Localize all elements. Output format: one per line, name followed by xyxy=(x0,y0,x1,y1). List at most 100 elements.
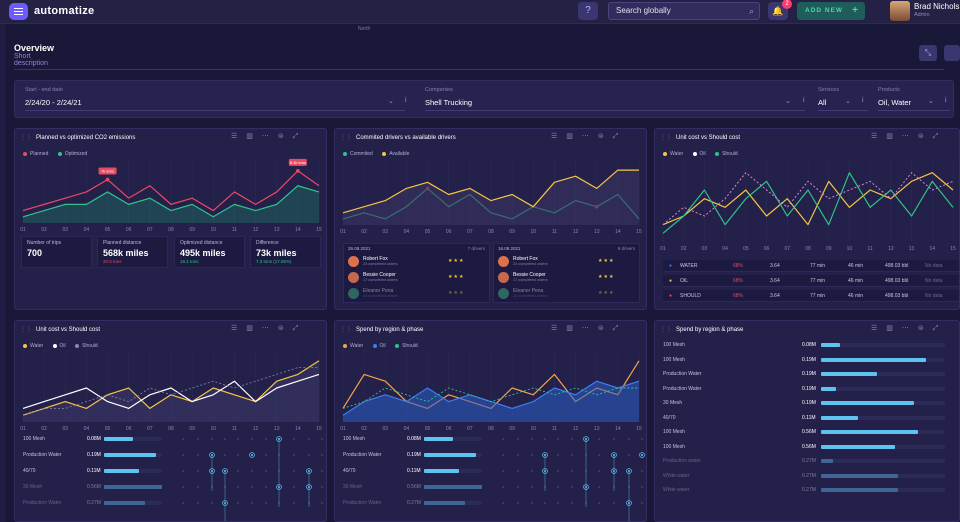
list-item[interactable]: Bessie Cooper 17 completed orders ★★★ xyxy=(348,271,487,286)
bar-track[interactable] xyxy=(424,485,482,489)
indicator-dot xyxy=(293,438,295,440)
header-divider xyxy=(14,69,944,70)
legend-item-optimized[interactable]: Optimized xyxy=(57,151,87,157)
notification-bell-icon[interactable]: 🔔 2 xyxy=(768,0,792,20)
bar-track[interactable] xyxy=(821,372,945,376)
bar-track[interactable] xyxy=(104,485,162,489)
kpi-card: Planned distance 568k miles 20.5 tons xyxy=(97,236,168,268)
legend-item-water[interactable]: Water xyxy=(23,343,43,349)
legend-item-oil[interactable]: Oil xyxy=(372,343,386,349)
drag-handle-icon[interactable]: ⋮⋮ xyxy=(660,135,672,141)
chart-legend: Water Oil Should xyxy=(663,151,746,157)
legend-item-oil[interactable]: Oil xyxy=(692,151,706,157)
bar-track[interactable] xyxy=(821,444,945,449)
series-line-should xyxy=(22,367,319,416)
menu-icon[interactable] xyxy=(9,3,28,20)
more-button[interactable] xyxy=(944,45,960,61)
bar-track[interactable] xyxy=(821,415,945,420)
bar-track[interactable] xyxy=(424,501,482,505)
legend-label: Water xyxy=(350,343,364,349)
table-row[interactable]: ● SHOULD 68% 3.64 77 min 46 min 498.03 bbl No d… xyxy=(663,290,959,302)
x-tick-label: 08 xyxy=(488,426,494,432)
bar-track[interactable] xyxy=(821,430,945,434)
card-count: 9 drivers xyxy=(617,246,635,251)
line-chart: 01 02 03 04 05 06 07 08 09 10 11 12 13 14 15 xyxy=(660,159,956,252)
date-filter-underline xyxy=(25,110,405,111)
cell: 3.64 xyxy=(770,293,780,299)
list-item[interactable]: Eleanor Pena 14 completed orders ★★★ xyxy=(348,287,487,302)
bar-track[interactable] xyxy=(104,453,162,457)
bar-track[interactable] xyxy=(424,469,482,473)
bar-track[interactable] xyxy=(424,453,482,457)
avatar xyxy=(498,256,509,267)
panel-toolbar[interactable]: ☰▥⋯⊜⤢ xyxy=(871,133,948,140)
panel-toolbar[interactable]: ☰▥⋯⊜⤢ xyxy=(551,133,628,140)
table-row[interactable]: ● OIL 68% 3.64 77 min 46 min 498.03 bbl No data xyxy=(663,275,959,287)
data-point xyxy=(105,177,110,182)
legend-item-commited[interactable]: Commited xyxy=(343,151,373,157)
bar-label: 100 Mesh xyxy=(663,356,685,363)
bar-track[interactable] xyxy=(104,501,162,505)
indicator-dot xyxy=(237,486,239,488)
help-icon[interactable]: ? xyxy=(578,2,598,20)
list-item[interactable]: Robert Fox 24 completed orders ★★★ xyxy=(348,255,487,270)
row-dot-icon: ● xyxy=(669,263,673,269)
legend-item-oil[interactable]: Oil xyxy=(52,343,66,349)
indicator-dot xyxy=(265,454,267,456)
x-tick-label: 10 xyxy=(847,246,853,252)
add-new-button[interactable]: ADD NEW + xyxy=(797,2,865,20)
panel-toolbar[interactable]: ☰▥⋯⊜⤢ xyxy=(231,133,308,140)
list-item[interactable]: Bessie Cooper 17 completed orders ★★★ xyxy=(498,271,637,286)
drag-handle-icon[interactable]: ⋮⋮ xyxy=(660,327,672,333)
x-tick-label: 04 xyxy=(722,246,728,252)
panel-toolbar[interactable]: ☰▥⋯⊜⤢ xyxy=(871,325,948,332)
date-filter-label: Start - end date xyxy=(25,87,63,93)
bar-track[interactable] xyxy=(821,473,945,478)
indicator-dot xyxy=(598,502,600,504)
collapse-icon[interactable]: ⤡ xyxy=(919,45,937,61)
bar-track[interactable] xyxy=(821,401,945,405)
legend-item-should[interactable]: Should xyxy=(75,343,98,349)
table-row[interactable]: ● WATER 68% 3.64 77 min 46 min 498.03 bbl No da… xyxy=(663,260,959,272)
search-input[interactable]: Search globally ⌕ xyxy=(608,2,760,20)
bar-track[interactable] xyxy=(821,357,945,362)
legend-item-should[interactable]: Should xyxy=(715,151,738,157)
x-tick-label: 01 xyxy=(340,426,346,432)
bar-fill xyxy=(821,357,927,362)
add-new-label: ADD NEW xyxy=(805,7,844,14)
rating-stars-icon: ★★★ xyxy=(448,258,465,264)
drag-handle-icon[interactable]: ⋮⋮ xyxy=(20,327,32,333)
avatar[interactable] xyxy=(890,1,910,21)
bar-track[interactable] xyxy=(821,459,945,463)
panel-toolbar[interactable]: ☰▥⋯⊜⤢ xyxy=(231,325,308,332)
bar-track[interactable] xyxy=(821,343,945,347)
indicator-dot xyxy=(598,438,600,440)
drag-handle-icon[interactable]: ⋮⋮ xyxy=(20,135,32,141)
legend-item-available[interactable]: Available xyxy=(382,151,409,157)
legend-item-should[interactable]: Should xyxy=(395,343,418,349)
panel-toolbar[interactable]: ☰▥⋯⊜⤢ xyxy=(551,325,628,332)
drag-handle-icon[interactable]: ⋮⋮ xyxy=(340,327,352,333)
bar-track[interactable] xyxy=(424,437,482,441)
x-tick-label: 02 xyxy=(681,246,687,252)
bar-fill xyxy=(424,501,465,505)
list-item[interactable]: Robert Fox 24 completed orders ★★★ xyxy=(498,255,637,270)
x-tick-label: 11 xyxy=(552,229,557,235)
legend-item-water[interactable]: Water xyxy=(343,343,363,349)
driver-name: Eleanor Pena xyxy=(363,288,394,294)
user-name[interactable]: Brad Nichols xyxy=(914,2,960,11)
bar-track[interactable] xyxy=(104,437,162,441)
indicator-dot xyxy=(517,502,519,504)
chevron-down-icon: ⌄ xyxy=(388,98,394,105)
callout-label: 7k tons xyxy=(101,169,114,174)
drag-handle-icon[interactable]: ⋮⋮ xyxy=(340,135,352,141)
cell: 498.03 bbl xyxy=(885,278,909,284)
bar-track[interactable] xyxy=(104,469,162,473)
bar-value: 0.19M xyxy=(802,400,816,406)
legend-item-water[interactable]: Water xyxy=(663,151,683,157)
legend-item-planned[interactable]: Planned xyxy=(23,151,48,157)
bar-track[interactable] xyxy=(821,386,945,391)
indicator-dot xyxy=(211,502,213,504)
list-item[interactable]: Eleanor Pena 14 completed orders ★★★ xyxy=(498,287,637,302)
bar-track[interactable] xyxy=(821,488,945,492)
